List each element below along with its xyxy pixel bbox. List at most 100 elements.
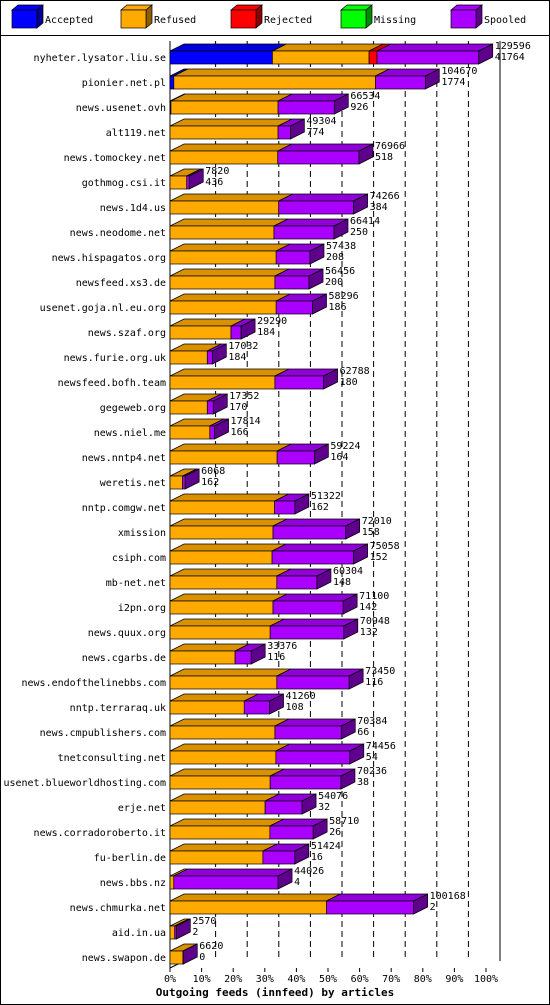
bar-side xyxy=(175,918,191,940)
bar-offered-label: 7820 xyxy=(205,166,229,177)
bar-side xyxy=(312,818,328,840)
bar-segment-top xyxy=(173,68,390,77)
bar-segment-top xyxy=(169,543,287,552)
bar-offered-label: 49304 xyxy=(306,116,336,127)
bar-side xyxy=(413,893,428,915)
bar-side xyxy=(188,168,204,190)
bar-segment-top xyxy=(169,793,280,802)
bar-segment-refused xyxy=(169,600,274,615)
bar-offered-label: 54076 xyxy=(318,791,348,802)
bar-segment-spooled xyxy=(273,225,335,240)
bar-spooled-label: 32 xyxy=(318,802,330,813)
bar-host-label: gegeweb.org xyxy=(100,403,166,414)
bar-spooled-label: 116 xyxy=(267,652,285,663)
bar-segment-top xyxy=(276,668,364,677)
bar-segment-spooled xyxy=(277,125,291,140)
bar-segment-spooled xyxy=(269,825,314,840)
bar-segment-refused xyxy=(272,50,370,65)
bar-offered-label: 41260 xyxy=(286,691,316,702)
bar-side xyxy=(269,693,284,715)
bar-side xyxy=(353,543,368,565)
bar-segment-refused xyxy=(169,225,275,240)
bar-host-label: news.furie.org.uk xyxy=(64,353,166,364)
bar-side xyxy=(184,468,200,490)
bar-segment-refused xyxy=(170,100,279,115)
bar-segment-spooled xyxy=(375,75,426,90)
bar-side xyxy=(212,393,228,415)
bar-segment-refused xyxy=(173,75,376,90)
bar-segment-spooled xyxy=(274,500,296,515)
bar-spooled-label: 180 xyxy=(340,377,358,388)
bar-host-label: news.hispagatos.org xyxy=(52,253,166,264)
bar-segment-top xyxy=(169,568,291,577)
bar-spooled-label: 38 xyxy=(357,777,369,788)
x-tick-label: 40% xyxy=(287,974,305,985)
bar-host-label: news.niel.me xyxy=(94,428,166,439)
bar-offered-label: 74456 xyxy=(366,741,396,752)
bar-host-label: news.chmurka.net xyxy=(70,903,166,914)
bar-segment-top xyxy=(169,443,292,452)
bar-spooled-label: 1774 xyxy=(441,77,465,88)
bar-spooled-label: 384 xyxy=(370,202,388,213)
bar-segment-top xyxy=(169,493,289,502)
x-tick-label: 20% xyxy=(224,974,242,985)
bar-spooled-label: 2 xyxy=(192,927,198,938)
legend-label: Spooled xyxy=(484,15,526,26)
bar-host-label: news.swapon.de xyxy=(82,953,166,964)
bar-host-label: news.endofthelinebbs.com xyxy=(22,678,167,689)
bar-offered-label: 58710 xyxy=(329,816,359,827)
bar-segment-accepted xyxy=(169,50,273,65)
legend-swatch-accepted xyxy=(11,9,38,29)
bar-spooled-label: 208 xyxy=(326,252,344,263)
bar-spooled-label: 170 xyxy=(229,402,247,413)
bar-spooled-label: 164 xyxy=(330,452,348,463)
bar-offered-label: 129596 xyxy=(495,41,531,52)
bar-offered-label: 58296 xyxy=(329,291,359,302)
bar-host-label: news.neodome.net xyxy=(70,228,166,239)
bar-spooled-label: 108 xyxy=(286,702,304,713)
bar-segment-top xyxy=(271,543,368,552)
bar-offered-label: 72010 xyxy=(362,516,392,527)
bar-offered-label: 44026 xyxy=(294,866,324,877)
bar-segment-spooled xyxy=(206,350,213,365)
bar-offered-label: 70384 xyxy=(357,716,387,727)
bar-segment-refused xyxy=(169,300,277,315)
bar-spooled-label: 518 xyxy=(375,152,393,163)
bar-segment-top xyxy=(169,768,285,777)
bar-segment-rejected xyxy=(368,50,378,65)
bar-host-label: usenet.goja.nl.eu.org xyxy=(40,303,166,314)
bar-host-label: newsfeed.bofh.team xyxy=(58,378,166,389)
bar-offered-label: 33376 xyxy=(267,641,297,652)
bar-segment-refused xyxy=(169,900,327,915)
bar-segment-spooled xyxy=(209,425,215,440)
bar-side xyxy=(294,493,310,515)
bar-spooled-label: 250 xyxy=(350,227,368,238)
bar-side xyxy=(294,843,310,865)
bar-side xyxy=(250,643,266,665)
bar-offered-label: 104670 xyxy=(441,66,477,77)
legend-label: Accepted xyxy=(45,15,93,26)
bar-host-label: gothmog.csi.it xyxy=(82,178,166,189)
chart-title: Outgoing feeds (innfeed) by articles xyxy=(156,986,394,999)
bar-segment-spooled xyxy=(277,100,335,115)
bar-host-label: alt119.net xyxy=(106,128,166,139)
bar-spooled-label: 0 xyxy=(199,952,205,963)
bar-spooled-label: 116 xyxy=(365,677,383,688)
bar-offered-label: 66534 xyxy=(350,91,380,102)
bar-segment-spooled xyxy=(276,575,318,590)
x-tick-label: 30% xyxy=(256,974,274,985)
bar-side xyxy=(478,43,494,65)
bar-offered-label: 57438 xyxy=(326,241,356,252)
bar-spooled-label: 148 xyxy=(333,577,351,588)
bar-segment-refused xyxy=(169,350,208,365)
